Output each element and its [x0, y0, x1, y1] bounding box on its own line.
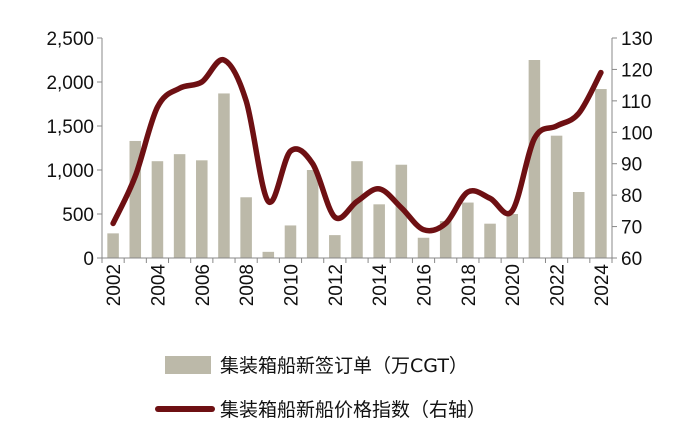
- bar-2018: [462, 202, 474, 258]
- bar-2008: [240, 197, 252, 258]
- bar-2019: [484, 223, 496, 258]
- x-tick-label: 2002: [104, 264, 125, 306]
- x-tick-label: 2018: [459, 264, 480, 306]
- bar-2014: [373, 204, 385, 258]
- line-series-layer: [110, 57, 604, 234]
- legend-line-label: 集装箱船新船价格指数（右轴）: [220, 399, 486, 421]
- right-tick-label: 110: [621, 92, 651, 113]
- x-tick-label: 2010: [281, 264, 302, 306]
- x-tick-label: 2024: [592, 264, 613, 307]
- axes: [101, 38, 613, 259]
- price-index-line: [110, 57, 604, 234]
- bar-2010: [284, 225, 297, 258]
- legend-bar-swatch: [165, 356, 211, 374]
- bar-2005: [173, 154, 186, 258]
- bar-2007: [218, 93, 230, 258]
- bar-2004: [151, 161, 164, 258]
- left-tick-label: 2,000: [46, 73, 94, 94]
- right-tick-label: 80: [621, 186, 642, 207]
- left-tick-label: 1,000: [46, 161, 94, 182]
- bar-2024: [595, 89, 607, 258]
- x-tick-label: 2020: [503, 264, 524, 306]
- bar-2022: [550, 135, 563, 258]
- legend-bar-label: 集装箱船新签订单（万CGT）: [220, 355, 468, 377]
- x-tick-label: 2008: [237, 264, 258, 306]
- x-tick-label: 2022: [548, 264, 569, 306]
- right-tick-label: 130: [621, 29, 653, 50]
- right-tick-label: 100: [621, 123, 653, 144]
- bar-2012: [329, 235, 341, 258]
- bar-2023: [572, 192, 585, 258]
- bar-2016: [417, 237, 430, 258]
- left-tick-label: 0: [83, 249, 94, 270]
- left-tick-label: 1,500: [46, 117, 94, 138]
- right-axis-ticks: 60 70 80 90 100 110 120 130: [612, 29, 653, 270]
- bar-2011: [306, 170, 319, 258]
- bar-2021: [528, 60, 541, 258]
- x-tick-label: 2016: [415, 264, 436, 306]
- bar-2020: [506, 214, 518, 258]
- left-axis-ticks: 0 500 1,000 1,500 2,000 2,500: [46, 29, 102, 270]
- x-tick-label: 2006: [193, 264, 214, 306]
- bar-2013: [351, 161, 363, 258]
- right-tick-label: 90: [621, 155, 642, 176]
- bar-2006: [196, 160, 208, 258]
- bar-2002: [107, 233, 119, 258]
- bar-2009: [262, 251, 275, 258]
- right-tick-label: 60: [621, 249, 642, 270]
- bar-2017: [439, 221, 452, 258]
- left-tick-label: 500: [62, 205, 94, 226]
- left-tick-label: 2,500: [46, 29, 94, 50]
- x-tick-label: 2012: [326, 264, 347, 306]
- x-axis-ticks: 2002 2004 2006 2008 2010 2012 2014 2016 2018 2020…: [101, 258, 613, 307]
- legend: 集装箱船新签订单（万CGT） 集装箱船新船价格指数（右轴）: [155, 355, 486, 421]
- x-tick-label: 2014: [370, 264, 391, 307]
- bar-2003: [129, 140, 142, 258]
- right-tick-label: 120: [621, 60, 653, 81]
- right-tick-label: 70: [621, 218, 642, 239]
- x-tick-label: 2004: [148, 264, 169, 307]
